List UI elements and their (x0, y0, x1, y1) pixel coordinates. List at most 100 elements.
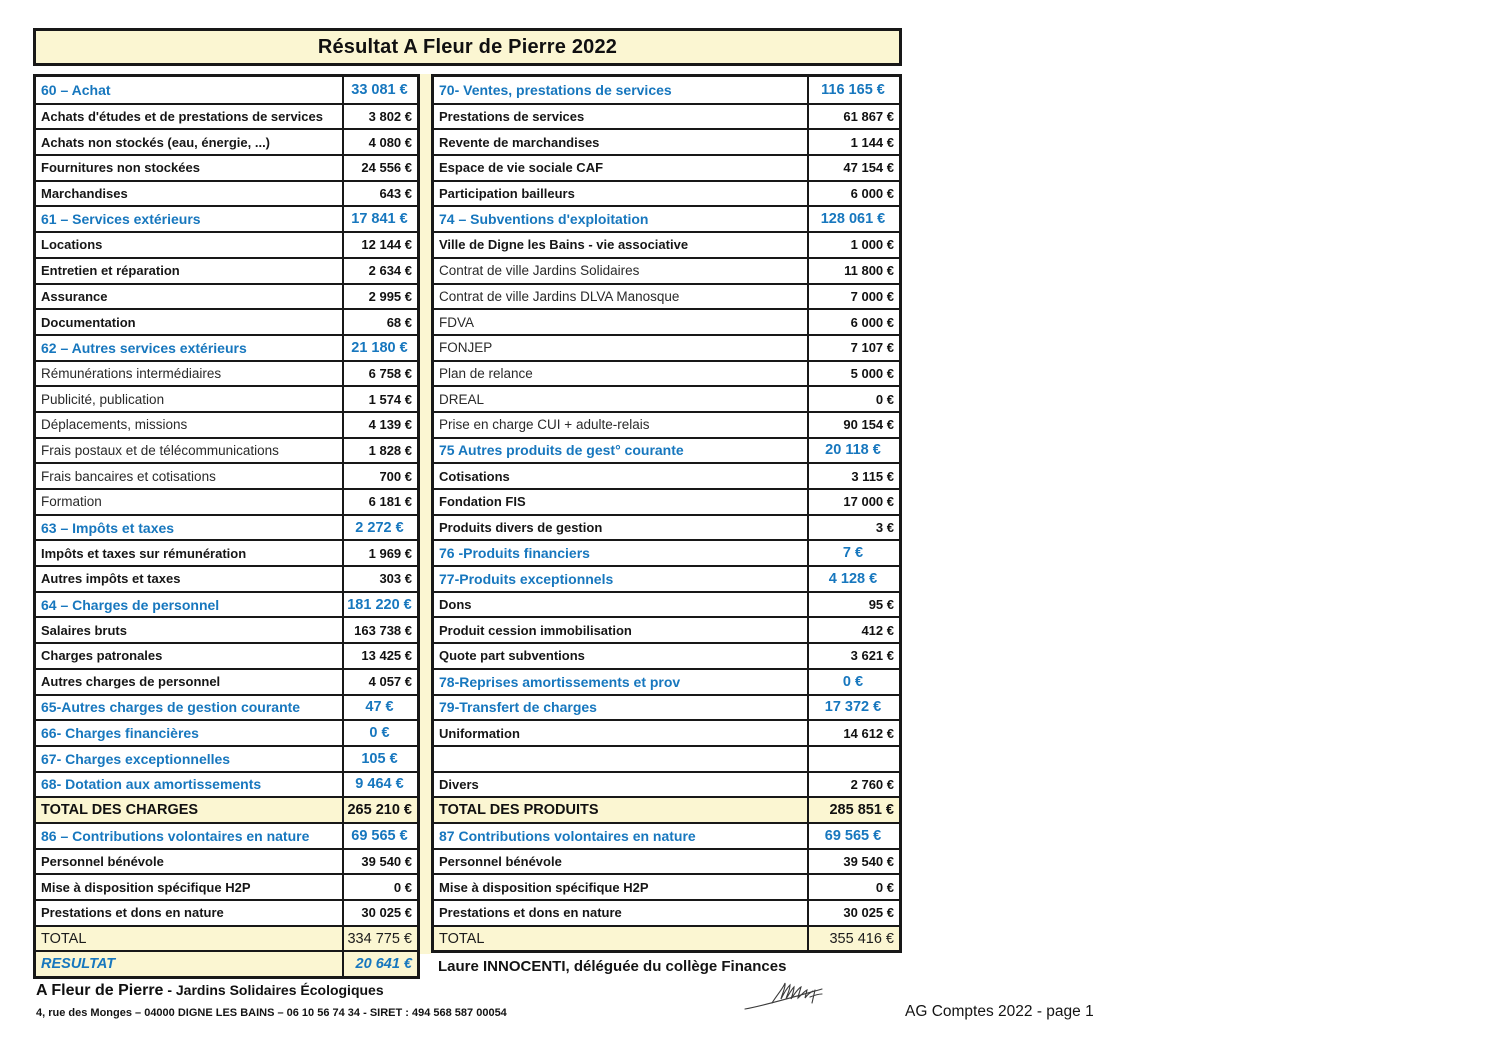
table-row: Formation 6 181 € (36, 488, 417, 514)
table-row: Contrat de ville Jardins Solidaires 11 80… (434, 256, 899, 283)
row-value: 285 851 € (807, 798, 899, 822)
row-label: 87 Contributions volontaires en nature (439, 827, 696, 844)
table-row: Produits divers de gestion 3 € (434, 513, 899, 540)
row-label: Frais bancaires et cotisations (41, 468, 216, 484)
row-value: 4 139 € (342, 412, 417, 437)
table-row: Mise à disposition spécifique H2P 0 € (36, 873, 417, 899)
row-value: 412 € (807, 618, 899, 643)
row-label: Produits divers de gestion (439, 520, 603, 536)
table-row: 87 Contributions volontaires en nature 69… (434, 821, 899, 848)
row-label: TOTAL DES PRODUITS (439, 802, 599, 819)
row-label: Contrat de ville Jardins Solidaires (439, 263, 640, 279)
row-label: Achats d'études et de prestations de ser… (41, 109, 323, 125)
row-value: 30 025 € (807, 901, 899, 925)
table-row: Autres charges de personnel 4 057 € (36, 667, 417, 694)
row-label: Prestations et dons en nature (41, 905, 224, 921)
row-label: Charges patronales (41, 648, 163, 664)
organization-name: A Fleur de Pierre (36, 982, 164, 999)
row-value: 7 € (807, 541, 899, 566)
table-row: Autres impôts et taxes 303 € (36, 565, 417, 591)
row-value: 163 738 € (342, 618, 417, 643)
row-label: Participation bailleurs (439, 186, 575, 202)
row-value: 17 372 € (807, 695, 899, 720)
table-row: TOTAL DES CHARGES 265 210 € (36, 796, 417, 822)
row-label: Locations (41, 237, 103, 253)
table-row: Frais bancaires et cotisations 700 € (36, 462, 417, 488)
row-value: 61 867 € (807, 104, 899, 129)
row-label (434, 747, 807, 771)
table-row: Publicité, publication 1 574 € (36, 385, 417, 411)
row-value: 334 775 € (342, 926, 417, 951)
row-value: 47 154 € (807, 156, 899, 180)
row-value: 181 220 € (342, 592, 417, 617)
row-value (807, 746, 899, 771)
table-row: 70- Ventes, prestations de services 116 1… (434, 77, 899, 103)
table-row: Locations 12 144 € (36, 231, 417, 257)
row-label: Ville de Digne les Bains - vie associati… (439, 237, 689, 253)
table-row: Espace de vie sociale CAF 47 154 € (434, 154, 899, 180)
row-label: Personnel bénévole (439, 853, 562, 869)
table-row: 60 – Achat 33 081 € (36, 77, 417, 103)
row-value: 6 000 € (807, 310, 899, 334)
row-value: 0 € (807, 387, 899, 411)
row-value: 643 € (342, 181, 417, 206)
row-label: 61 – Services extérieurs (41, 211, 201, 228)
row-label: Dons (439, 597, 472, 613)
table-row: 66- Charges financières 0 € (36, 719, 417, 745)
table-row: 65-Autres charges de gestion courante 47 … (36, 693, 417, 720)
table-row: Marchandises 643 € (36, 179, 417, 206)
row-label: 79-Transfert de charges (439, 699, 597, 716)
row-value: 69 565 € (342, 823, 417, 848)
table-row: 64 – Charges de personnel 181 220 € (36, 590, 417, 617)
row-label: Quote part subventions (439, 648, 585, 664)
row-value: 68 € (342, 310, 417, 334)
row-value: 105 € (342, 746, 417, 771)
row-label: 68- Dotation aux amortissements (41, 776, 262, 793)
row-label: Publicité, publication (41, 391, 165, 407)
table-row: FONJEP 7 107 € (434, 333, 899, 360)
row-value: 2 760 € (807, 772, 899, 797)
table-row: 79-Transfert de charges 17 372 € (434, 693, 899, 720)
table-row: Salaires bruts 163 738 € (36, 616, 417, 643)
row-value: 4 080 € (342, 130, 417, 155)
row-value: 0 € (807, 875, 899, 899)
table-row: 63 – Impôts et taxes 2 272 € (36, 513, 417, 540)
row-label: Personnel bénévole (41, 853, 164, 869)
row-value: 20 118 € (807, 438, 899, 463)
row-label: Impôts et taxes sur rémunération (41, 545, 247, 561)
row-value: 7 107 € (807, 335, 899, 360)
row-label: Revente de marchandises (439, 134, 600, 150)
page-title: Résultat A Fleur de Pierre 2022 (317, 35, 618, 58)
row-label: 64 – Charges de personnel (41, 596, 220, 613)
table-row: TOTAL DES PRODUITS 285 851 € (434, 796, 899, 822)
document-title-box: Résultat A Fleur de Pierre 2022 (33, 28, 902, 66)
row-value: 6 000 € (807, 181, 899, 206)
table-row: 68- Dotation aux amortissements 9 464 € (36, 770, 417, 797)
table-row: Produit cession immobilisation 412 € (434, 616, 899, 643)
row-value: 1 144 € (807, 130, 899, 155)
row-value: 3 115 € (807, 464, 899, 488)
row-label: Achats non stockés (eau, énergie, ...) (41, 134, 271, 150)
row-label: FONJEP (439, 340, 493, 356)
row-value: 30 025 € (342, 901, 417, 925)
row-label: 63 – Impôts et taxes (41, 519, 175, 536)
table-row: Fondation FIS 17 000 € (434, 488, 899, 514)
row-value: 13 425 € (342, 644, 417, 668)
row-label: 77-Produits exceptionnels (439, 570, 614, 587)
row-value: 3 € (807, 515, 899, 540)
row-value: 0 € (342, 875, 417, 899)
table-row: Mise à disposition spécifique H2P 0 € (434, 873, 899, 899)
row-label: Autres impôts et taxes (41, 571, 181, 587)
row-value: 0 € (342, 721, 417, 745)
table-row: Fournitures non stockées 24 556 € (36, 154, 417, 180)
table-row: Achats non stockés (eau, énergie, ...) 4 … (36, 128, 417, 155)
row-label: Salaires bruts (41, 622, 127, 638)
table-row: Revente de marchandises 1 144 € (434, 128, 899, 155)
row-label: Produit cession immobilisation (439, 622, 632, 638)
organization-address: 4, rue des Monges – 04000 DIGNE LES BAIN… (36, 1007, 507, 1019)
row-label: 67- Charges exceptionnelles (41, 750, 231, 767)
table-row: Impôts et taxes sur rémunération 1 969 € (36, 539, 417, 566)
signature-icon (744, 982, 823, 1010)
table-row: Charges patronales 13 425 € (36, 642, 417, 668)
row-value: 17 841 € (342, 207, 417, 232)
